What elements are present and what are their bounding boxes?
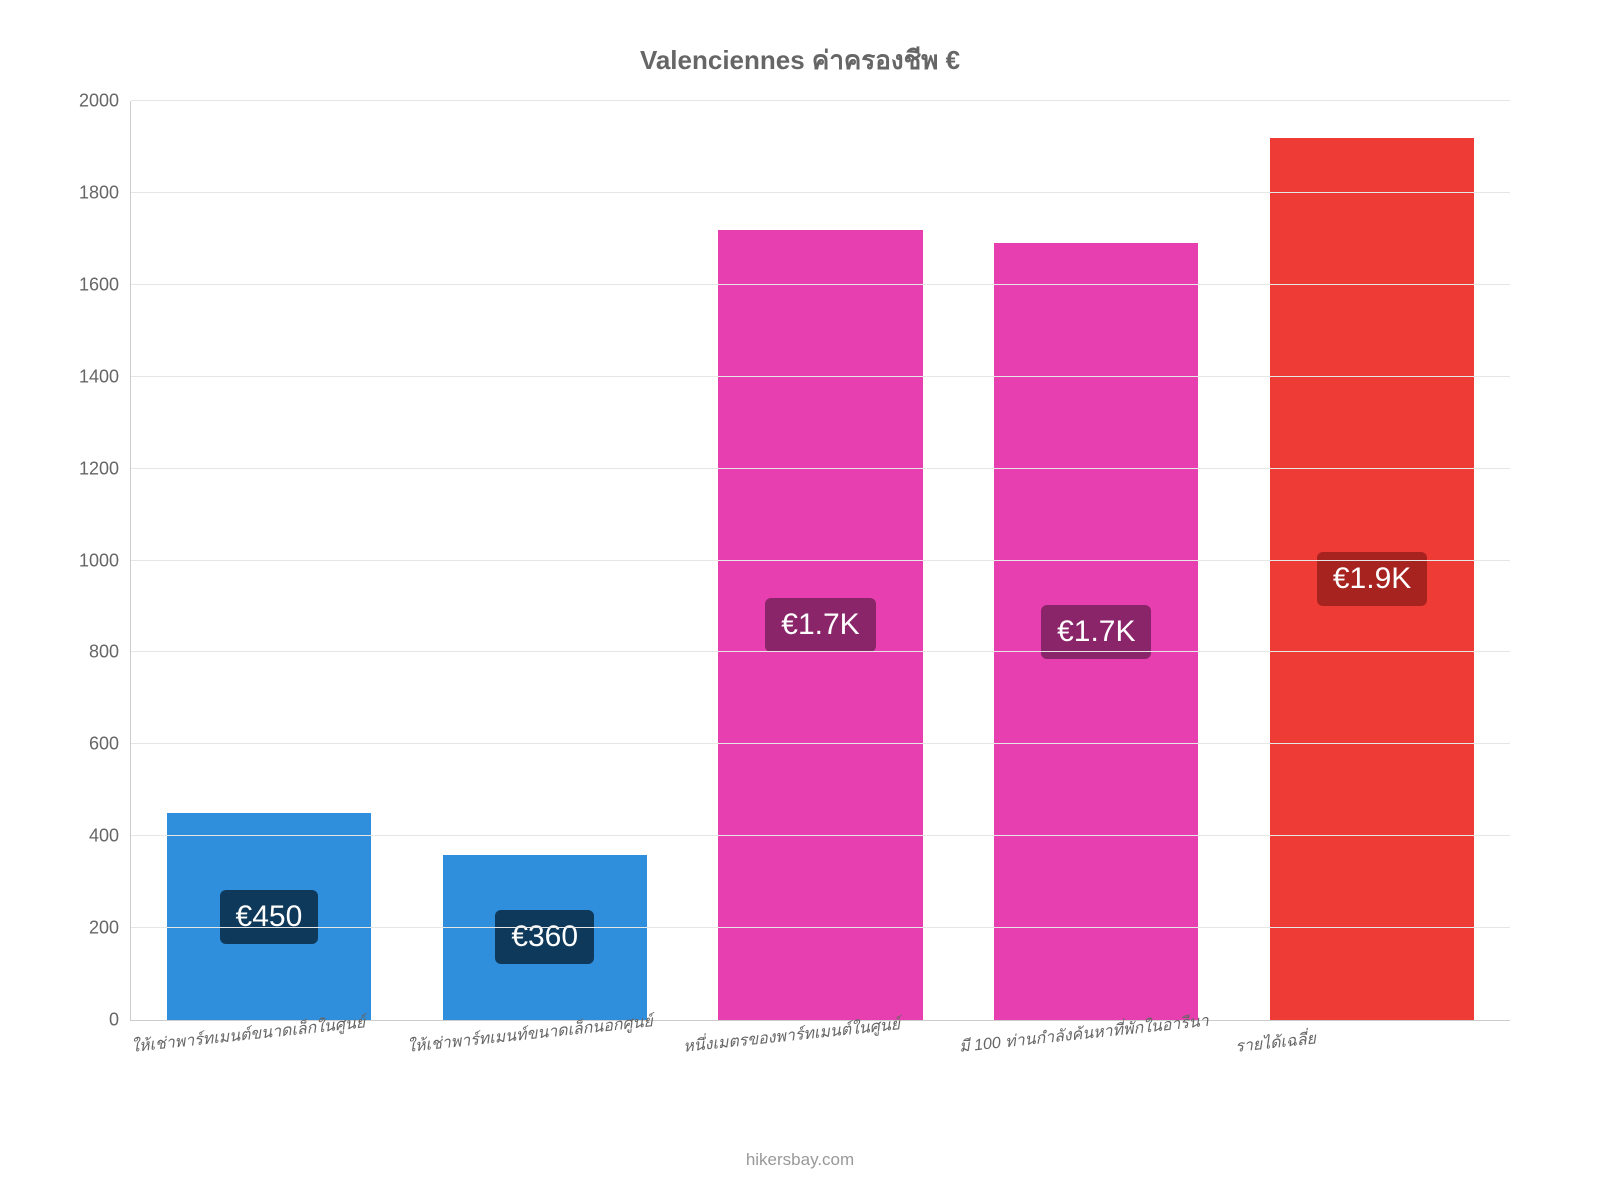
y-gridline [131,284,1510,285]
y-tick-label: 400 [89,826,131,847]
y-gridline [131,100,1510,101]
y-gridline [131,927,1510,928]
x-label-slot: มี 100 ท่านกำลังค้นหาที่พักในอารีนา [958,1029,1234,1089]
y-gridline [131,651,1510,652]
y-tick-label: 1600 [79,274,131,295]
bar: €1.7K [994,243,1198,1020]
y-tick-label: 1000 [79,550,131,571]
plot-area: €450€360€1.7K€1.7K€1.9K 0200400600800100… [130,101,1510,1021]
y-tick-label: 1200 [79,458,131,479]
x-tick-label: รายได้เฉลี่ย [1234,1027,1317,1060]
y-gridline [131,192,1510,193]
x-axis-labels: ให้เช่าพาร์ทเมนต์ขนาดเล็กในศูนย์ให้เช่าพ… [130,1029,1510,1089]
attribution-text: hikersbay.com [0,1150,1600,1170]
y-tick-label: 2000 [79,91,131,112]
bar: €1.7K [718,230,922,1020]
y-gridline [131,468,1510,469]
chart-title: Valenciennes ค่าครองชีพ € [50,40,1550,81]
value-badge: €360 [495,910,594,964]
bar: €360 [443,855,647,1020]
y-tick-label: 0 [109,1010,131,1031]
y-tick-label: 200 [89,918,131,939]
bar-slot: €450 [131,101,407,1020]
y-gridline [131,743,1510,744]
x-label-slot: รายได้เฉลี่ย [1234,1029,1510,1089]
y-tick-label: 600 [89,734,131,755]
bars-row: €450 €360 €1.7K €1.7K €1.9K [131,101,1510,1020]
bar: €1.9K [1270,138,1474,1020]
y-gridline [131,560,1510,561]
x-label-slot: ให้เช่าพาร์ทเมนท์ขนาดเล็กนอกศูนย์ [406,1029,682,1089]
value-badge: €450 [220,890,319,944]
value-badge: €1.7K [765,598,875,652]
bar: €450 [167,813,371,1020]
bar-slot: €1.9K [1234,101,1510,1020]
x-label-slot: หนึ่งเมตรของพาร์ทเมนต์ในศูนย์ [682,1029,958,1089]
chart-plot: €450€360€1.7K€1.7K€1.9K 0200400600800100… [130,101,1510,1021]
bar-slot: €1.7K [683,101,959,1020]
x-label-slot: ให้เช่าพาร์ทเมนต์ขนาดเล็กในศูนย์ [130,1029,406,1089]
y-gridline [131,376,1510,377]
y-tick-label: 800 [89,642,131,663]
y-gridline [131,835,1510,836]
y-tick-label: 1800 [79,182,131,203]
y-tick-label: 1400 [79,366,131,387]
bar-slot: €360 [407,101,683,1020]
bar-slot: €1.7K [958,101,1234,1020]
